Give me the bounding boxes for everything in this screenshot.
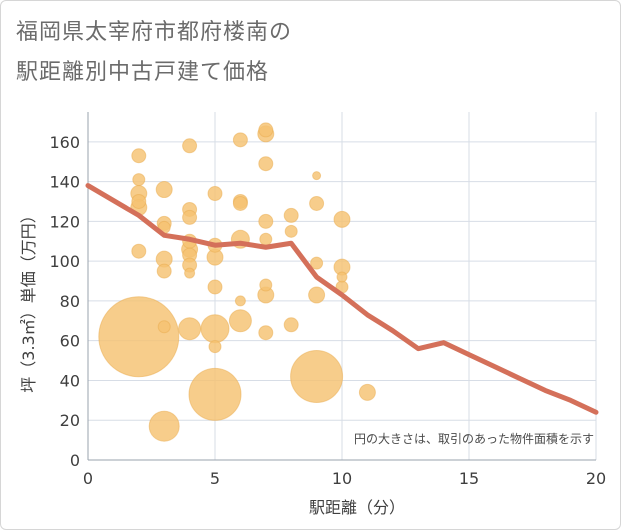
y-tick-label: 100 (49, 252, 80, 271)
bubble-point (188, 367, 242, 421)
bubble-point (131, 193, 147, 209)
bubble-point (258, 213, 274, 229)
y-tick-label: 80 (60, 292, 80, 311)
bubble-point (312, 171, 322, 181)
bubble-point (309, 195, 325, 211)
x-tick-label: 20 (586, 469, 606, 488)
bubble-point (308, 286, 326, 304)
axis-ticks: 0 20 40 60 80 100 120 140 160 0 5 10 15 20 (49, 133, 606, 488)
bubble-point (148, 410, 180, 442)
average-price-line (85, 183, 599, 415)
bubble-point (207, 279, 223, 295)
bubble-point (290, 349, 344, 403)
bubble-point (131, 148, 147, 164)
bubble-point (333, 210, 351, 228)
y-tick-label: 120 (49, 212, 80, 231)
bubble-point (207, 186, 223, 202)
x-axis-label: 駅距離（分） (309, 498, 405, 517)
bubble-point (234, 295, 246, 307)
bubble-point (178, 317, 202, 341)
bubble-point (182, 138, 198, 154)
bubble-point (182, 209, 198, 225)
y-axis-label: 坪（3.3㎡）単価（万円） (19, 207, 38, 392)
bubble-point (259, 278, 273, 292)
y-tick-label: 0 (70, 451, 80, 470)
bubble-point (259, 232, 273, 246)
bubble-point (208, 340, 222, 354)
chart-title-line-1: 福岡県太宰府市都府楼南の (16, 20, 293, 45)
bubble-point (132, 173, 146, 187)
size-legend-note: 円の大きさは、取引のあった物件面積を示す (354, 431, 594, 446)
bubble-point (283, 207, 299, 223)
bubble-point (228, 309, 252, 333)
bubble-point (258, 156, 274, 172)
bubble-point (283, 317, 299, 333)
bubble-point (258, 122, 274, 138)
bubble-point (156, 263, 172, 279)
bubble-point (200, 314, 230, 344)
x-tick-label: 0 (83, 469, 93, 488)
x-tick-label: 10 (332, 469, 352, 488)
y-tick-label: 60 (60, 332, 80, 351)
bubble-series (98, 122, 376, 442)
y-tick-label: 160 (49, 133, 80, 152)
bubble-point (98, 296, 180, 378)
y-tick-label: 140 (49, 173, 80, 192)
x-tick-label: 15 (459, 469, 479, 488)
bubble-point (258, 325, 274, 341)
x-tick-label: 5 (210, 469, 220, 488)
average-line-series (85, 183, 599, 415)
bubble-point (336, 271, 348, 283)
bubble-point (310, 256, 324, 270)
y-tick-label: 20 (60, 411, 80, 430)
bubble-point (184, 267, 196, 279)
bubble-point (131, 243, 147, 259)
chart-title-line-2: 駅距離別中古戸建て価格 (16, 60, 270, 85)
bubble-point (358, 383, 376, 401)
bubble-point (155, 181, 173, 199)
bubble-point (232, 132, 248, 148)
bubble-point (284, 224, 298, 238)
y-tick-label: 40 (60, 371, 80, 390)
bubble-point (157, 320, 171, 334)
bubble-point (232, 195, 248, 211)
